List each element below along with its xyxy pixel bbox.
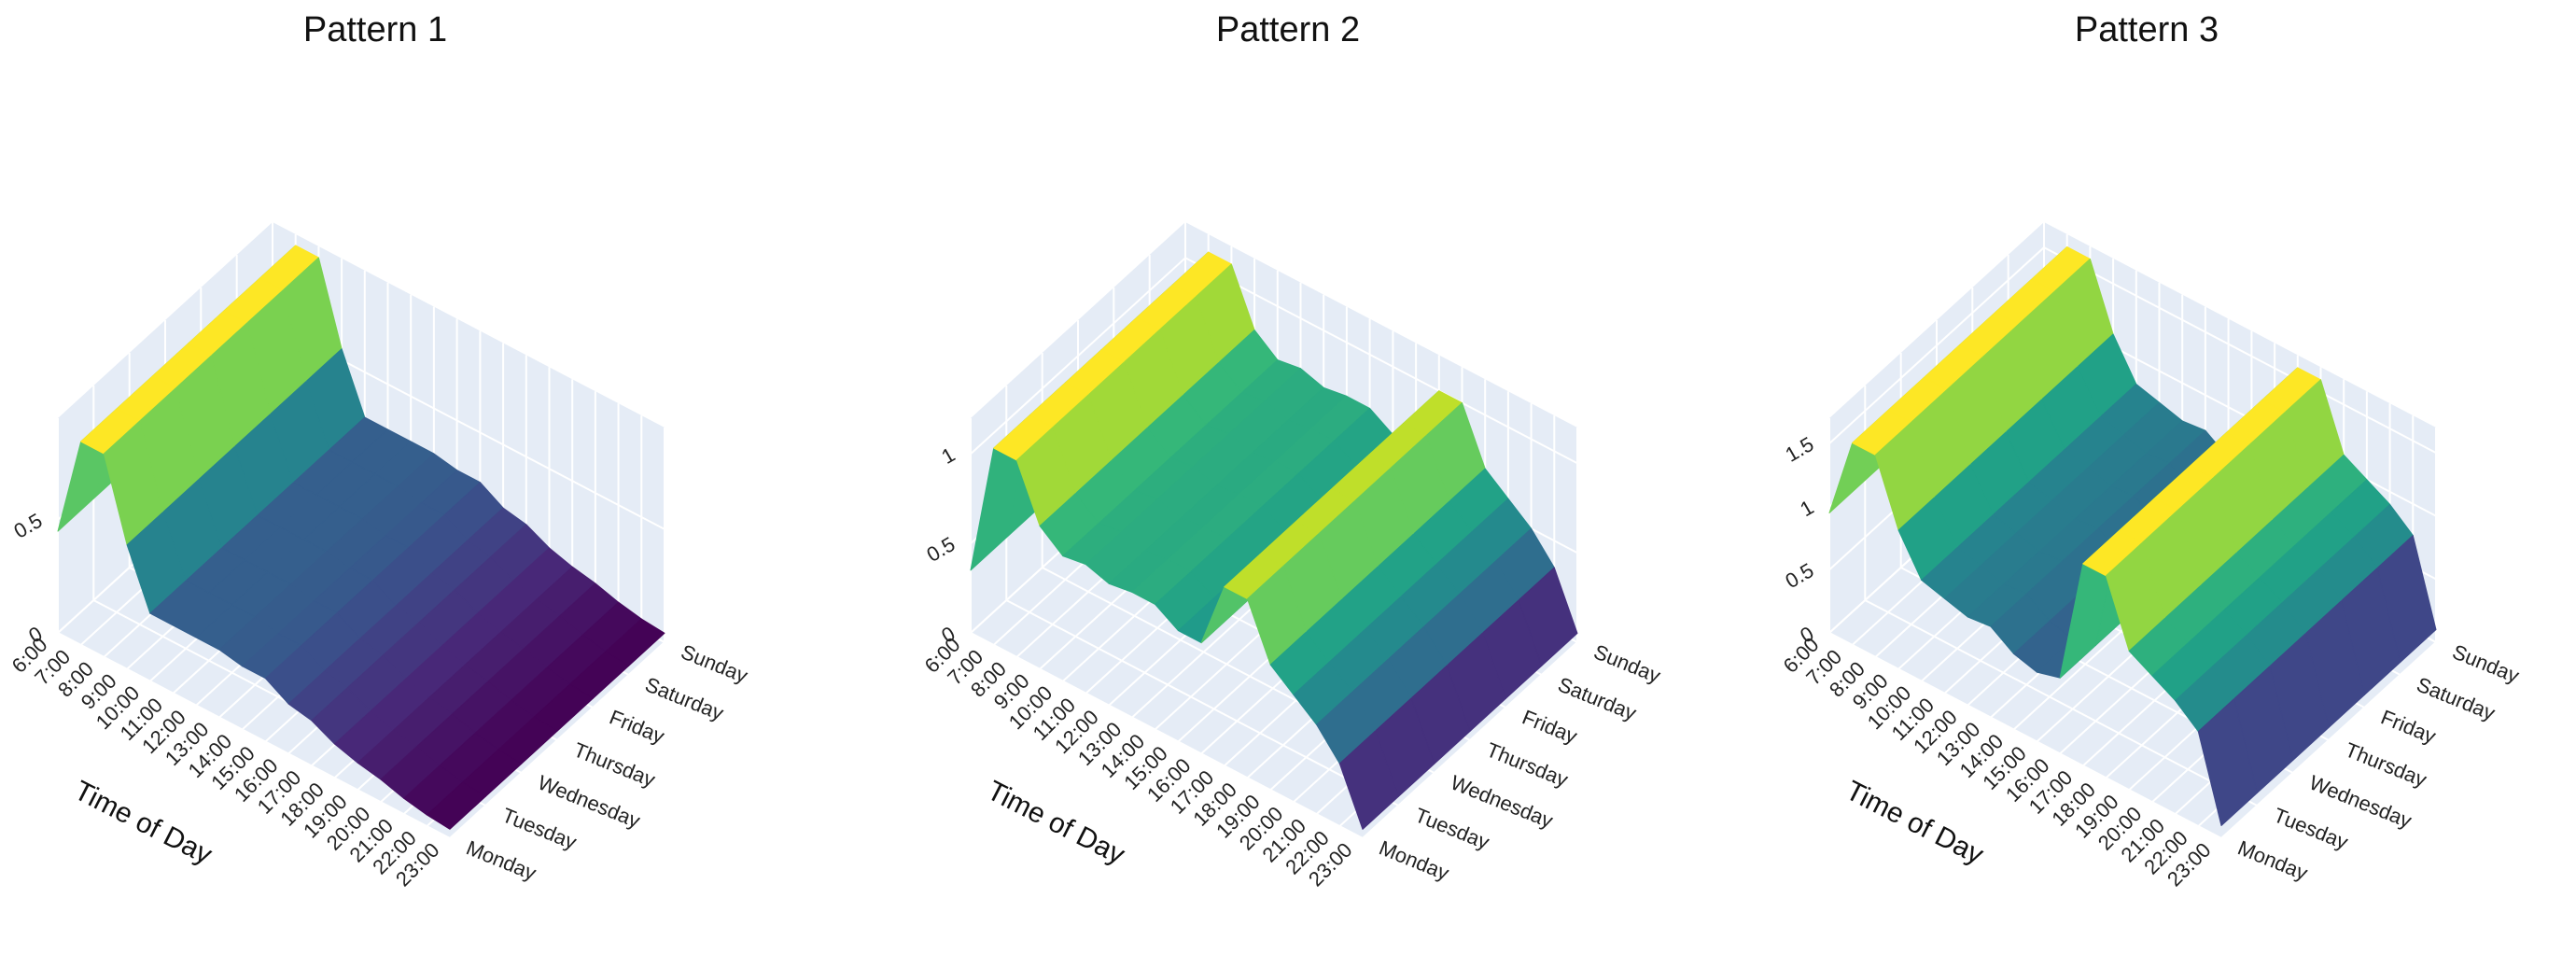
y-tick-label: Thursday bbox=[2342, 737, 2429, 792]
y-tick-label: Monday bbox=[2234, 835, 2311, 885]
surface-cell bbox=[2197, 698, 2258, 826]
y-tick-label: Saturday bbox=[1555, 672, 1640, 724]
y-tick-label: Thursday bbox=[1483, 737, 1571, 792]
z-tick-label: 1.5 bbox=[1782, 432, 1818, 467]
y-tick-label: Sunday bbox=[678, 639, 751, 687]
chart-title: Pattern 2 bbox=[1216, 10, 1360, 49]
y-tick-label: Saturday bbox=[642, 672, 727, 724]
z-tick-label: 0.5 bbox=[10, 509, 47, 543]
z-tick-label: 1 bbox=[1796, 496, 1817, 522]
y-tick-label: Tuesday bbox=[2270, 803, 2351, 853]
z-tick-label: 0.5 bbox=[923, 532, 959, 567]
y-tick-label: Tuesday bbox=[1411, 803, 1492, 853]
y-tick-label: Tuesday bbox=[498, 803, 580, 853]
y-tick-label: Saturday bbox=[2414, 672, 2499, 724]
y-tick-label: Sunday bbox=[2449, 639, 2523, 687]
x-axis-title: Time of Day bbox=[982, 775, 1129, 870]
y-tick-label: Monday bbox=[1376, 835, 1452, 885]
y-tick-label: Friday bbox=[1519, 705, 1580, 748]
z-tick-label: 1 bbox=[937, 442, 959, 469]
chart-title: Pattern 3 bbox=[2075, 10, 2219, 49]
y-tick-label: Sunday bbox=[1590, 639, 1664, 687]
x-axis-title: Time of Day bbox=[69, 775, 217, 870]
y-tick-label: Thursday bbox=[570, 737, 658, 792]
y-tick-label: Friday bbox=[2377, 705, 2439, 748]
surface-cell bbox=[426, 781, 486, 830]
x-axis-title: Time of Day bbox=[1841, 775, 1988, 870]
z-tick-label: 0.5 bbox=[1782, 558, 1818, 593]
chart-title: Pattern 1 bbox=[303, 10, 447, 49]
back-pane bbox=[273, 222, 665, 642]
surface-cell bbox=[1338, 730, 1399, 830]
y-tick-label: Monday bbox=[463, 835, 539, 885]
y-tick-label: Friday bbox=[606, 705, 667, 748]
